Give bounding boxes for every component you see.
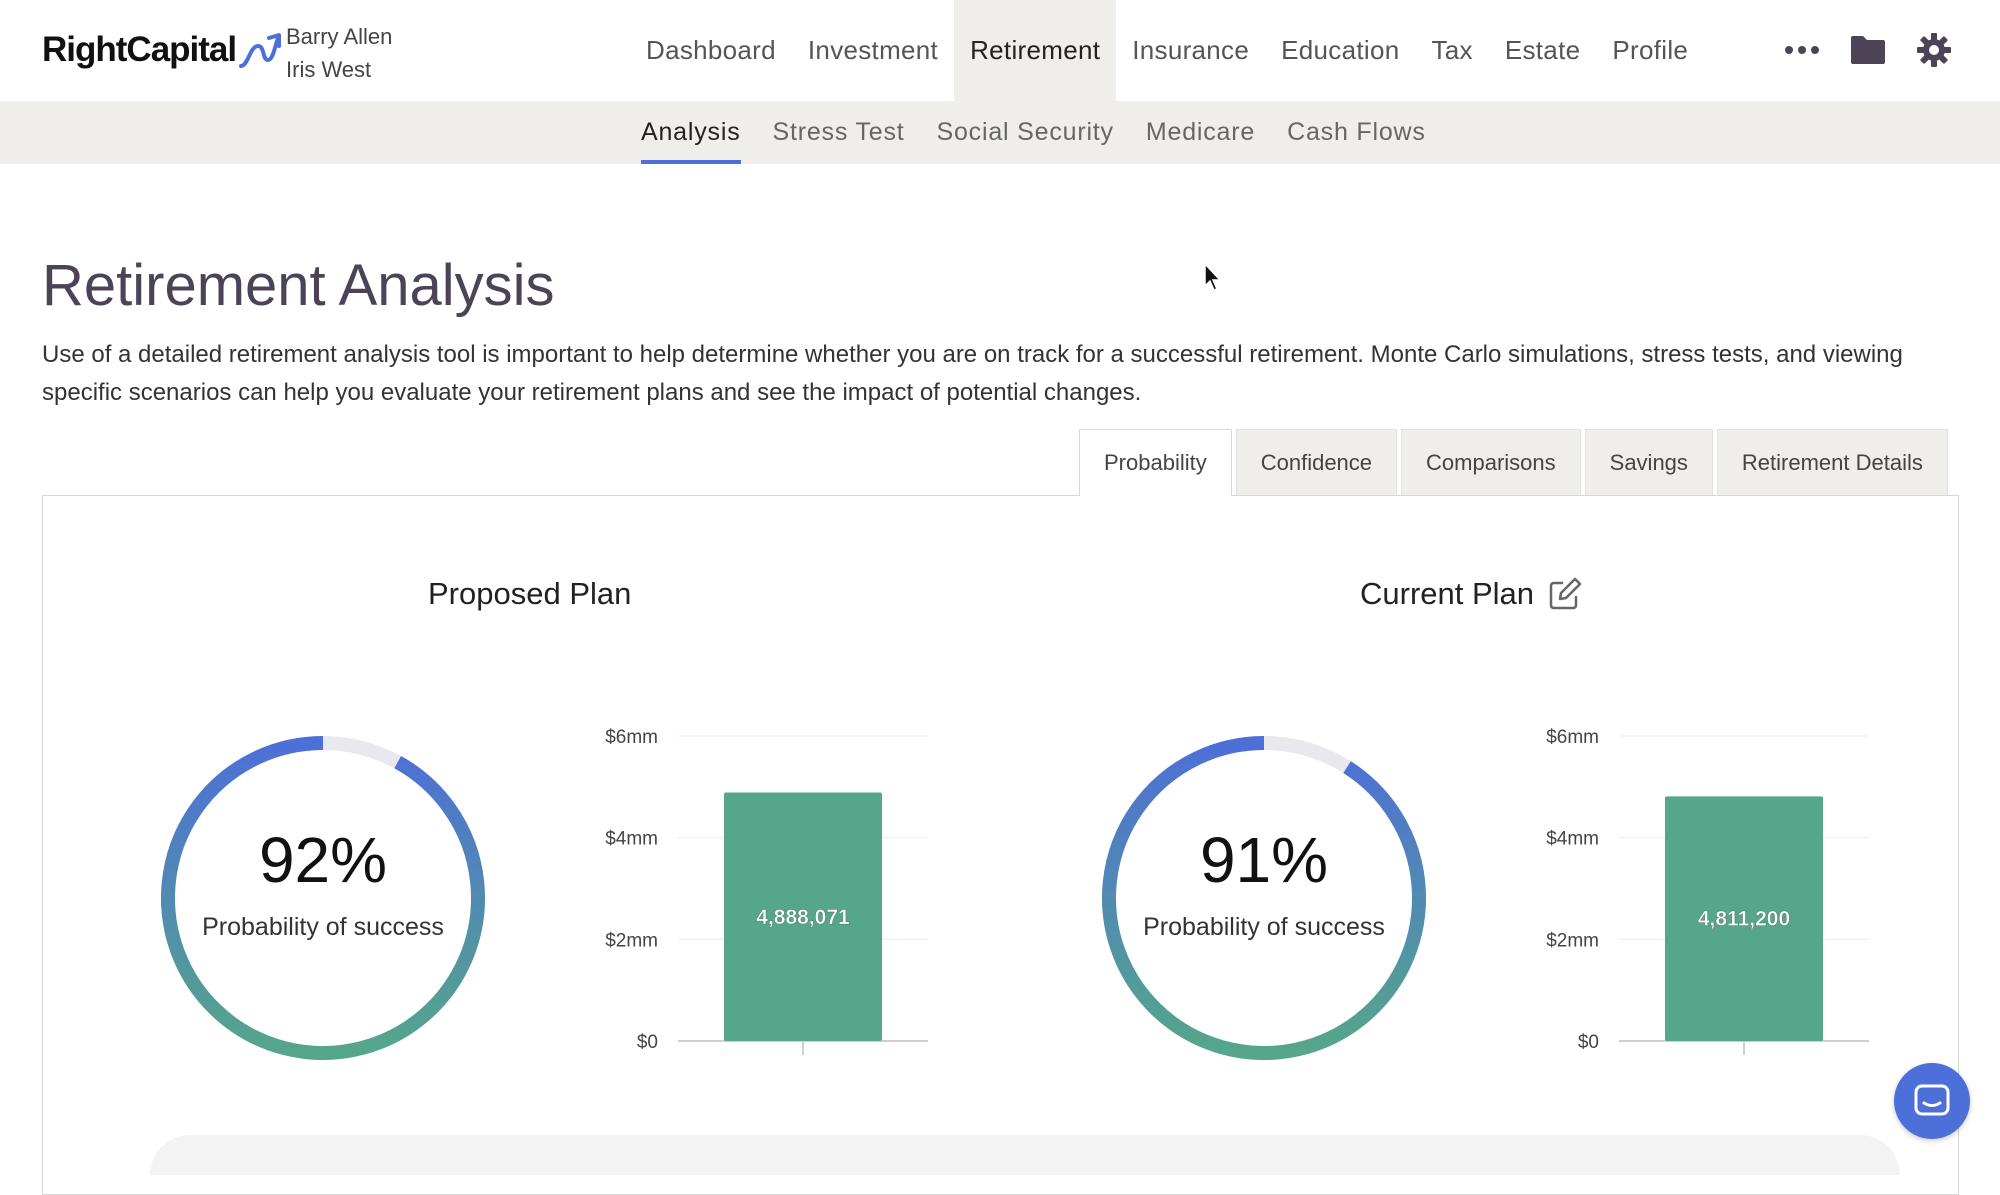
current-plan-title-row: Current Plan [1360, 576, 1582, 612]
subnav-cash-flows[interactable]: Cash Flows [1287, 118, 1426, 146]
proposed-probability-value: 92% [258, 824, 388, 896]
page-intro: Use of a detailed retirement analysis to… [42, 341, 1903, 406]
gauge-value-arc [161, 736, 485, 1060]
client-names: Barry Allen Iris West [286, 20, 392, 86]
nav-item-profile[interactable]: Profile [1612, 35, 1689, 65]
nav-item-retirement[interactable]: Retirement [954, 0, 1117, 101]
more-dots-icon[interactable] [1778, 26, 1826, 74]
bar[interactable] [724, 792, 882, 1041]
nav-item-insurance[interactable]: Insurance [1132, 35, 1250, 65]
top-navigation-bar: RightCapital Barry Allen Iris West Dashb… [0, 0, 2000, 101]
bar[interactable] [1665, 796, 1823, 1041]
sub-navigation-bar: Analysis Stress Test Social Security Med… [0, 101, 2000, 164]
tab-retirement-details[interactable]: Retirement Details [1716, 429, 1948, 495]
y-tick-label: $0 [637, 1032, 658, 1053]
current-probability-gauge: 91% Probability of success [1094, 728, 1434, 1068]
current-plan-title: Current Plan [1360, 576, 1535, 611]
y-tick-label: $4mm [605, 829, 658, 850]
rightcapital-logo[interactable]: RightCapital [42, 30, 282, 70]
subnav-stress-test[interactable]: Stress Test [772, 118, 905, 146]
y-tick-label: $4mm [1546, 829, 1599, 850]
proposed-plan-title: Proposed Plan [428, 576, 632, 611]
tab-savings[interactable]: Savings [1584, 429, 1713, 495]
y-tick-label: $6mm [1546, 727, 1599, 748]
nav-item-estate[interactable]: Estate [1504, 35, 1581, 65]
gear-icon[interactable] [1910, 26, 1958, 74]
logo-arrow-icon [239, 33, 282, 68]
current-gauge-svg [1102, 736, 1426, 1060]
bar-value-label: 4,888,071 [756, 906, 850, 929]
tab-confidence[interactable]: Confidence [1235, 429, 1398, 495]
bar-value-label: 4,811,200 [1698, 908, 1790, 931]
proposed-probability-gauge: 92% Probability of success [153, 728, 493, 1068]
proposed-bar-chart: $0 $2mm $4mm $6mm 4,888,071 [605, 727, 928, 1055]
bottom-card-edge [150, 1135, 1900, 1175]
subnav-medicare[interactable]: Medicare [1145, 118, 1256, 146]
chat-launcher-button[interactable] [1894, 1063, 1970, 1139]
tab-probability[interactable]: Probability [1079, 429, 1232, 496]
subnav-analysis[interactable]: Analysis [625, 101, 757, 164]
logo-text: RightCapital [42, 30, 237, 69]
edit-icon[interactable] [1548, 577, 1582, 611]
proposed-gauge-svg [161, 736, 485, 1060]
gauge-value-arc [1102, 736, 1426, 1060]
nav-item-education[interactable]: Education [1281, 35, 1400, 65]
nav-item-tax[interactable]: Tax [1431, 35, 1473, 65]
subnav-social-security[interactable]: Social Security [936, 118, 1114, 146]
sub-nav: Analysis Stress Test Social Security Med… [625, 101, 1442, 164]
current-bar-chart: $0 $2mm $4mm $6mm 4,811,200 [1546, 727, 1869, 1055]
mouse-cursor-icon [1203, 262, 1223, 297]
page-title: Retirement Analysis [42, 253, 555, 318]
current-probability-value: 91% [1199, 824, 1329, 896]
probability-panel: Proposed Plan 92% Probability of success… [42, 495, 1959, 1195]
top-icons [1778, 26, 1976, 74]
tab-comparisons[interactable]: Comparisons [1401, 429, 1581, 495]
y-tick-label: $0 [1578, 1032, 1599, 1053]
proposed-probability-label: Probability of success [202, 913, 444, 941]
folder-icon[interactable] [1844, 26, 1892, 74]
main-nav: Dashboard Investment Retirement Insuranc… [630, 0, 1704, 101]
y-tick-label: $6mm [605, 727, 658, 748]
y-tick-label: $2mm [1546, 930, 1599, 951]
client-name-2: Iris West [286, 57, 372, 82]
current-probability-label: Probability of success [1143, 913, 1385, 941]
y-tick-label: $2mm [605, 930, 658, 951]
client-name-1: Barry Allen [286, 24, 393, 49]
nav-item-dashboard[interactable]: Dashboard [646, 35, 776, 65]
analysis-tabs: Probability Confidence Comparisons Savin… [1079, 429, 1952, 496]
chat-icon [1914, 1084, 1950, 1116]
nav-item-investment[interactable]: Investment [807, 35, 939, 65]
